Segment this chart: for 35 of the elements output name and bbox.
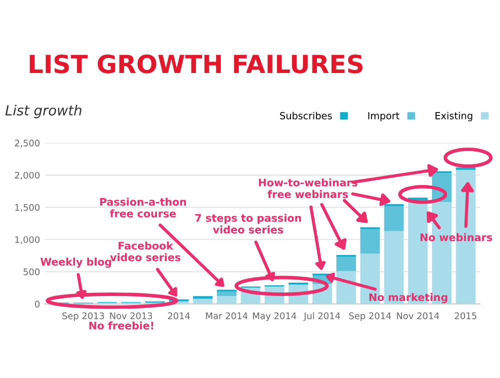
chart-subtitle: List growth xyxy=(5,104,82,118)
x-tick-label: 2014 xyxy=(168,312,190,320)
legend-label: Import xyxy=(368,112,400,122)
x-tick-label: Nov 2014 xyxy=(397,312,440,320)
x-tick-label: Sep 2013 xyxy=(62,312,104,321)
bar xyxy=(216,292,236,296)
text: No freebie! xyxy=(89,321,154,330)
chart-title: LIST GROWTH FAILURES xyxy=(30,54,362,74)
legend-label: Subscribes xyxy=(280,112,332,120)
annotation: Passion-a-thon free course xyxy=(100,198,186,218)
x-tick-label: Jul 2014 xyxy=(303,312,340,321)
bar xyxy=(192,296,213,299)
x-tick-label: Sep 2014 xyxy=(349,312,391,321)
y-tick-label: 500 xyxy=(24,268,40,276)
bar xyxy=(360,229,380,254)
x-tick-label: 2015 xyxy=(454,312,476,320)
bar xyxy=(336,256,356,272)
annotation: How-to-webinars free webinars xyxy=(258,178,358,198)
x-tick-label: Mar 2014 xyxy=(206,312,248,320)
bar xyxy=(384,206,404,232)
annotation: No webinars xyxy=(420,233,492,242)
x-tick-label: Nov 2013 xyxy=(110,312,152,320)
y-tick-label: 1,500 xyxy=(15,204,40,212)
y-tick-label: 1,000 xyxy=(15,236,40,244)
annotation: Weekly blog xyxy=(40,258,112,268)
annotation: No marketing xyxy=(369,293,448,304)
y-tick-label: 2,000 xyxy=(14,172,40,180)
y-tick-label: 0 xyxy=(34,300,40,308)
x-tick-label: May 2014 xyxy=(253,312,296,321)
annotation: 7 steps to passion video series xyxy=(195,214,301,234)
legend-label: Existing xyxy=(436,112,472,122)
bar xyxy=(216,296,236,304)
annotation: Facebook video series xyxy=(110,242,180,262)
y-tick-label: 2,500 xyxy=(14,140,40,148)
bar xyxy=(456,167,476,170)
